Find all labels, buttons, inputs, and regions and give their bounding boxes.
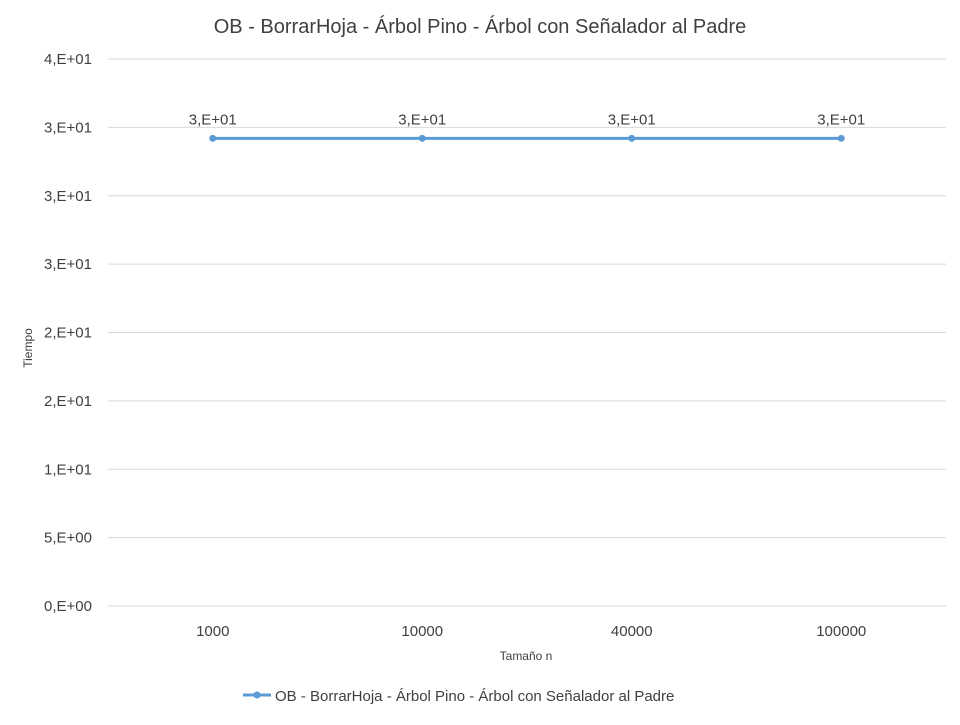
x-tick-label: 10000: [401, 623, 443, 640]
gridlines: [108, 58, 946, 607]
data-labels: 3,E+01 3,E+01 3,E+01 3,E+01: [189, 111, 865, 128]
chart-title: OB - BorrarHoja - Árbol Pino - Árbol con…: [214, 15, 746, 38]
data-point: [628, 134, 636, 142]
y-tick-label: 2,E+01: [44, 393, 92, 410]
data-label: 3,E+01: [398, 111, 446, 128]
data-point: [209, 134, 217, 142]
data-label: 3,E+01: [189, 111, 237, 128]
y-tick-label: 5,E+00: [44, 530, 92, 547]
legend: OB - BorrarHoja - Árbol Pino - Árbol con…: [243, 688, 674, 705]
x-tick-label: 1000: [196, 623, 229, 640]
data-label: 3,E+01: [608, 111, 656, 128]
y-tick-label: 1,E+01: [44, 461, 92, 478]
y-tick-label: 3,E+01: [44, 256, 92, 273]
y-tick-label: 4,E+01: [44, 51, 92, 68]
legend-label: OB - BorrarHoja - Árbol Pino - Árbol con…: [275, 688, 674, 705]
data-point: [418, 134, 426, 142]
data-label: 3,E+01: [817, 111, 865, 128]
y-tick-label: 3,E+01: [44, 119, 92, 136]
legend-swatch-marker: [253, 691, 261, 699]
y-tick-label: 2,E+01: [44, 325, 92, 342]
data-point: [837, 134, 845, 142]
y-tick-label: 0,E+00: [44, 598, 92, 615]
series-lines: [209, 134, 845, 142]
y-tick-label: 3,E+01: [44, 188, 92, 205]
x-tick-label: 40000: [611, 623, 653, 640]
x-tick-label: 100000: [816, 623, 866, 640]
y-axis-tick-labels: 0,E+00 5,E+00 1,E+01 2,E+01 2,E+01 3,E+01 3,E+…: [44, 51, 92, 615]
y-axis-title: Tiempo: [21, 328, 35, 368]
x-axis-title: Tamaño n: [500, 649, 553, 663]
x-axis-tick-labels: 1000 10000 40000 100000: [196, 623, 866, 640]
